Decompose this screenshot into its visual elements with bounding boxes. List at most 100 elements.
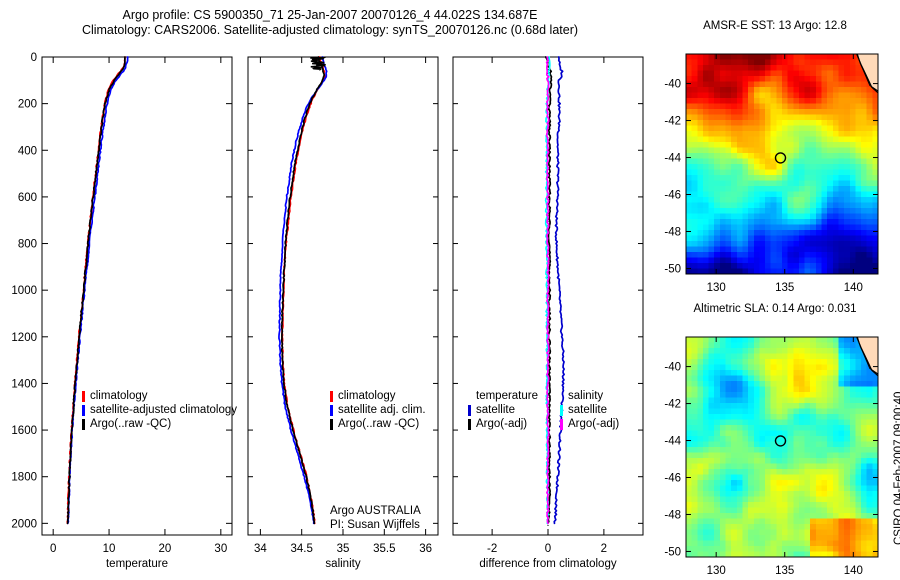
map-cell [759,507,766,514]
map-cell [861,169,868,176]
map-cell [844,103,851,110]
map-cell [748,458,755,465]
map-cell [770,447,777,454]
y-tick-label: 800 [18,239,37,251]
map-cell [787,342,794,349]
map-cell [765,502,772,509]
map-cell [849,403,857,410]
map-cell [719,386,727,393]
map-cell [872,425,878,432]
map-cell [832,436,840,443]
map-cell [810,153,817,160]
map-cell [855,430,862,437]
map-cell [838,529,845,536]
map-cell [810,164,817,171]
map-cell [810,103,817,110]
map-cell [849,98,857,105]
title-line-2: Climatology: CARS2006. Satellite-adjuste… [81,23,579,37]
map-cell [861,125,868,132]
map-cell [804,529,811,536]
map-cell [691,219,698,226]
map-cell [748,469,755,476]
map-cell [821,175,828,182]
y-tick-label: -50 [664,546,681,558]
map-cell [697,397,704,404]
map-cell [798,529,806,536]
map-cell [827,191,834,198]
x-tick-label: 130 [707,282,726,292]
map-cell [798,436,806,443]
map-cell [714,230,721,237]
map-cell [742,147,749,154]
map-cell [714,469,721,476]
map-cell [742,513,749,520]
map-cell [804,175,811,182]
map-cell [691,386,698,393]
map-cell [731,114,738,121]
map-cell [827,246,834,253]
map-cell [804,208,811,215]
map-cell [861,224,868,231]
map-cell [810,436,817,443]
map-cell [861,502,868,509]
map-cell [691,65,698,72]
y-tick-label: -40 [664,362,681,374]
map-cell [804,518,811,525]
map-cell [736,76,744,83]
map-cell [810,186,817,193]
map-cell [793,469,800,476]
map-cell [804,120,811,127]
map-cell [832,518,840,525]
map-cell [849,109,857,116]
map-cell [866,491,873,498]
map-cell [708,425,715,432]
map-cell [787,136,794,143]
map-cell [782,186,789,193]
map-cell [832,180,840,187]
map-cell [697,169,704,176]
map-cell [742,529,749,536]
map-cell [691,175,698,182]
map-cell [782,224,789,231]
map-cell [855,191,862,198]
map-cell [844,246,851,253]
map-cell [765,441,772,448]
map-cell [719,103,727,110]
map-cell [861,485,868,492]
map-cell [787,447,794,454]
map-cell [714,342,721,349]
map-cell [787,458,794,465]
map-cell [838,65,845,72]
map-cell [748,353,755,360]
map-cell [810,518,817,525]
legend-item: Argo(..raw -QC) [82,417,237,431]
map-cell [866,419,873,426]
map-cell [776,131,783,138]
map-cell [702,392,710,399]
map-cell [815,381,823,388]
map-cell [759,92,766,99]
map-cell [753,491,761,498]
map-cell [855,158,862,165]
map-cell [872,230,878,237]
map-cell [832,202,840,209]
map-cell [691,425,698,432]
map-cell [821,191,828,198]
map-cell [810,120,817,127]
map-cell [810,337,817,344]
map-cell [753,219,761,226]
map-cell [815,529,823,536]
map-cell [753,76,761,83]
map-cell [748,403,755,410]
map-cell [838,54,845,61]
map-cell [782,507,789,514]
map-cell [849,241,857,248]
map-cell [793,169,800,176]
map-cell [855,485,862,492]
map-cell [759,191,766,198]
map-cell [759,59,766,66]
map-cell [838,213,845,220]
map-cell [793,230,800,237]
map-cell [821,507,828,514]
map-cell [708,452,715,459]
